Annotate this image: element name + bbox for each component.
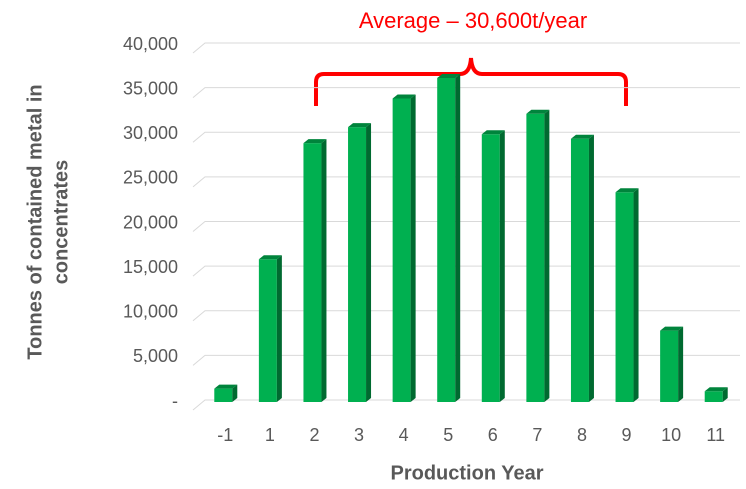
x-tick-label: 2 xyxy=(309,425,319,445)
bar-face xyxy=(544,109,550,402)
x-tick-label: 4 xyxy=(399,425,409,445)
bar-face xyxy=(348,123,372,128)
x-tick-label: 10 xyxy=(661,425,681,445)
bar xyxy=(214,384,238,402)
x-tick-label: 7 xyxy=(532,425,542,445)
bar-face xyxy=(704,387,728,392)
y-tick-label: 15,000 xyxy=(123,257,178,277)
x-tick-label: 8 xyxy=(577,425,587,445)
bar-face xyxy=(214,388,233,402)
bar-face xyxy=(526,113,545,402)
y-tick-label: 30,000 xyxy=(123,123,178,143)
bar-face xyxy=(722,387,728,402)
bar-face xyxy=(455,74,461,403)
bar-face xyxy=(704,391,723,402)
y-tick-label: 35,000 xyxy=(123,78,178,98)
grid-line xyxy=(192,87,740,99)
bar-face xyxy=(588,134,594,402)
bar-face xyxy=(570,134,594,139)
bar-face xyxy=(348,127,367,403)
bar-face xyxy=(570,138,589,402)
y-axis-label: Tonnes of contained metal in xyxy=(24,84,46,359)
bar xyxy=(348,123,372,403)
bar-face xyxy=(499,130,505,402)
annotation: Average – 30,600t/year xyxy=(359,8,587,33)
bar-face xyxy=(303,139,327,144)
y-tick-label: - xyxy=(172,391,178,411)
bar-face xyxy=(481,134,500,402)
x-tick-label: 1 xyxy=(265,425,275,445)
x-tick-label: -1 xyxy=(217,425,233,445)
bar-face xyxy=(526,109,550,114)
bar-face xyxy=(366,123,372,403)
bar-face xyxy=(392,94,416,99)
annotation-bracket xyxy=(314,57,628,106)
grid-line xyxy=(192,131,740,143)
x-tick-label: 5 xyxy=(443,425,453,445)
bar xyxy=(615,188,639,402)
grid-line xyxy=(192,354,740,366)
bar-face xyxy=(232,384,238,402)
y-tick-label: 40,000 xyxy=(123,34,178,54)
bar xyxy=(437,74,461,403)
bar-face xyxy=(258,255,282,260)
bar-face xyxy=(437,78,456,403)
bar-face xyxy=(678,326,684,402)
bar-face xyxy=(660,326,684,331)
bar-face xyxy=(303,143,322,403)
x-tick-label: 11 xyxy=(706,425,725,445)
bar-face xyxy=(437,74,461,79)
y-axis-label: concentrates xyxy=(50,160,72,285)
bar xyxy=(704,387,728,402)
grid-line xyxy=(192,310,740,322)
grid-line xyxy=(192,176,740,188)
grid-line xyxy=(192,221,740,232)
y-tick-label: 10,000 xyxy=(123,302,178,322)
bar-face xyxy=(410,94,416,403)
grid-line xyxy=(192,265,740,277)
bar-face xyxy=(276,255,282,402)
x-axis-label: Production Year xyxy=(390,462,543,484)
bar-face xyxy=(633,188,639,402)
bar-face xyxy=(214,384,238,389)
bar xyxy=(526,109,550,402)
bar xyxy=(303,139,327,403)
y-tick-label: 25,000 xyxy=(123,168,178,188)
bar xyxy=(258,255,282,402)
bar xyxy=(392,94,416,403)
y-tick-label: 5,000 xyxy=(133,346,178,366)
bar-face xyxy=(392,98,411,403)
x-tick-label: 3 xyxy=(354,425,364,445)
grid-line xyxy=(192,399,740,411)
bar xyxy=(660,326,684,402)
grid-line xyxy=(192,42,740,54)
bar-face xyxy=(481,130,505,135)
bar-face xyxy=(321,139,327,403)
bar-face xyxy=(258,259,277,402)
bar xyxy=(570,134,594,402)
x-tick-label: 6 xyxy=(488,425,498,445)
bar-face xyxy=(660,330,679,402)
y-tick-label: 20,000 xyxy=(123,212,178,232)
bar xyxy=(481,130,505,402)
bar-face xyxy=(615,192,634,402)
bar-face xyxy=(615,188,639,193)
x-tick-label: 9 xyxy=(622,425,632,445)
